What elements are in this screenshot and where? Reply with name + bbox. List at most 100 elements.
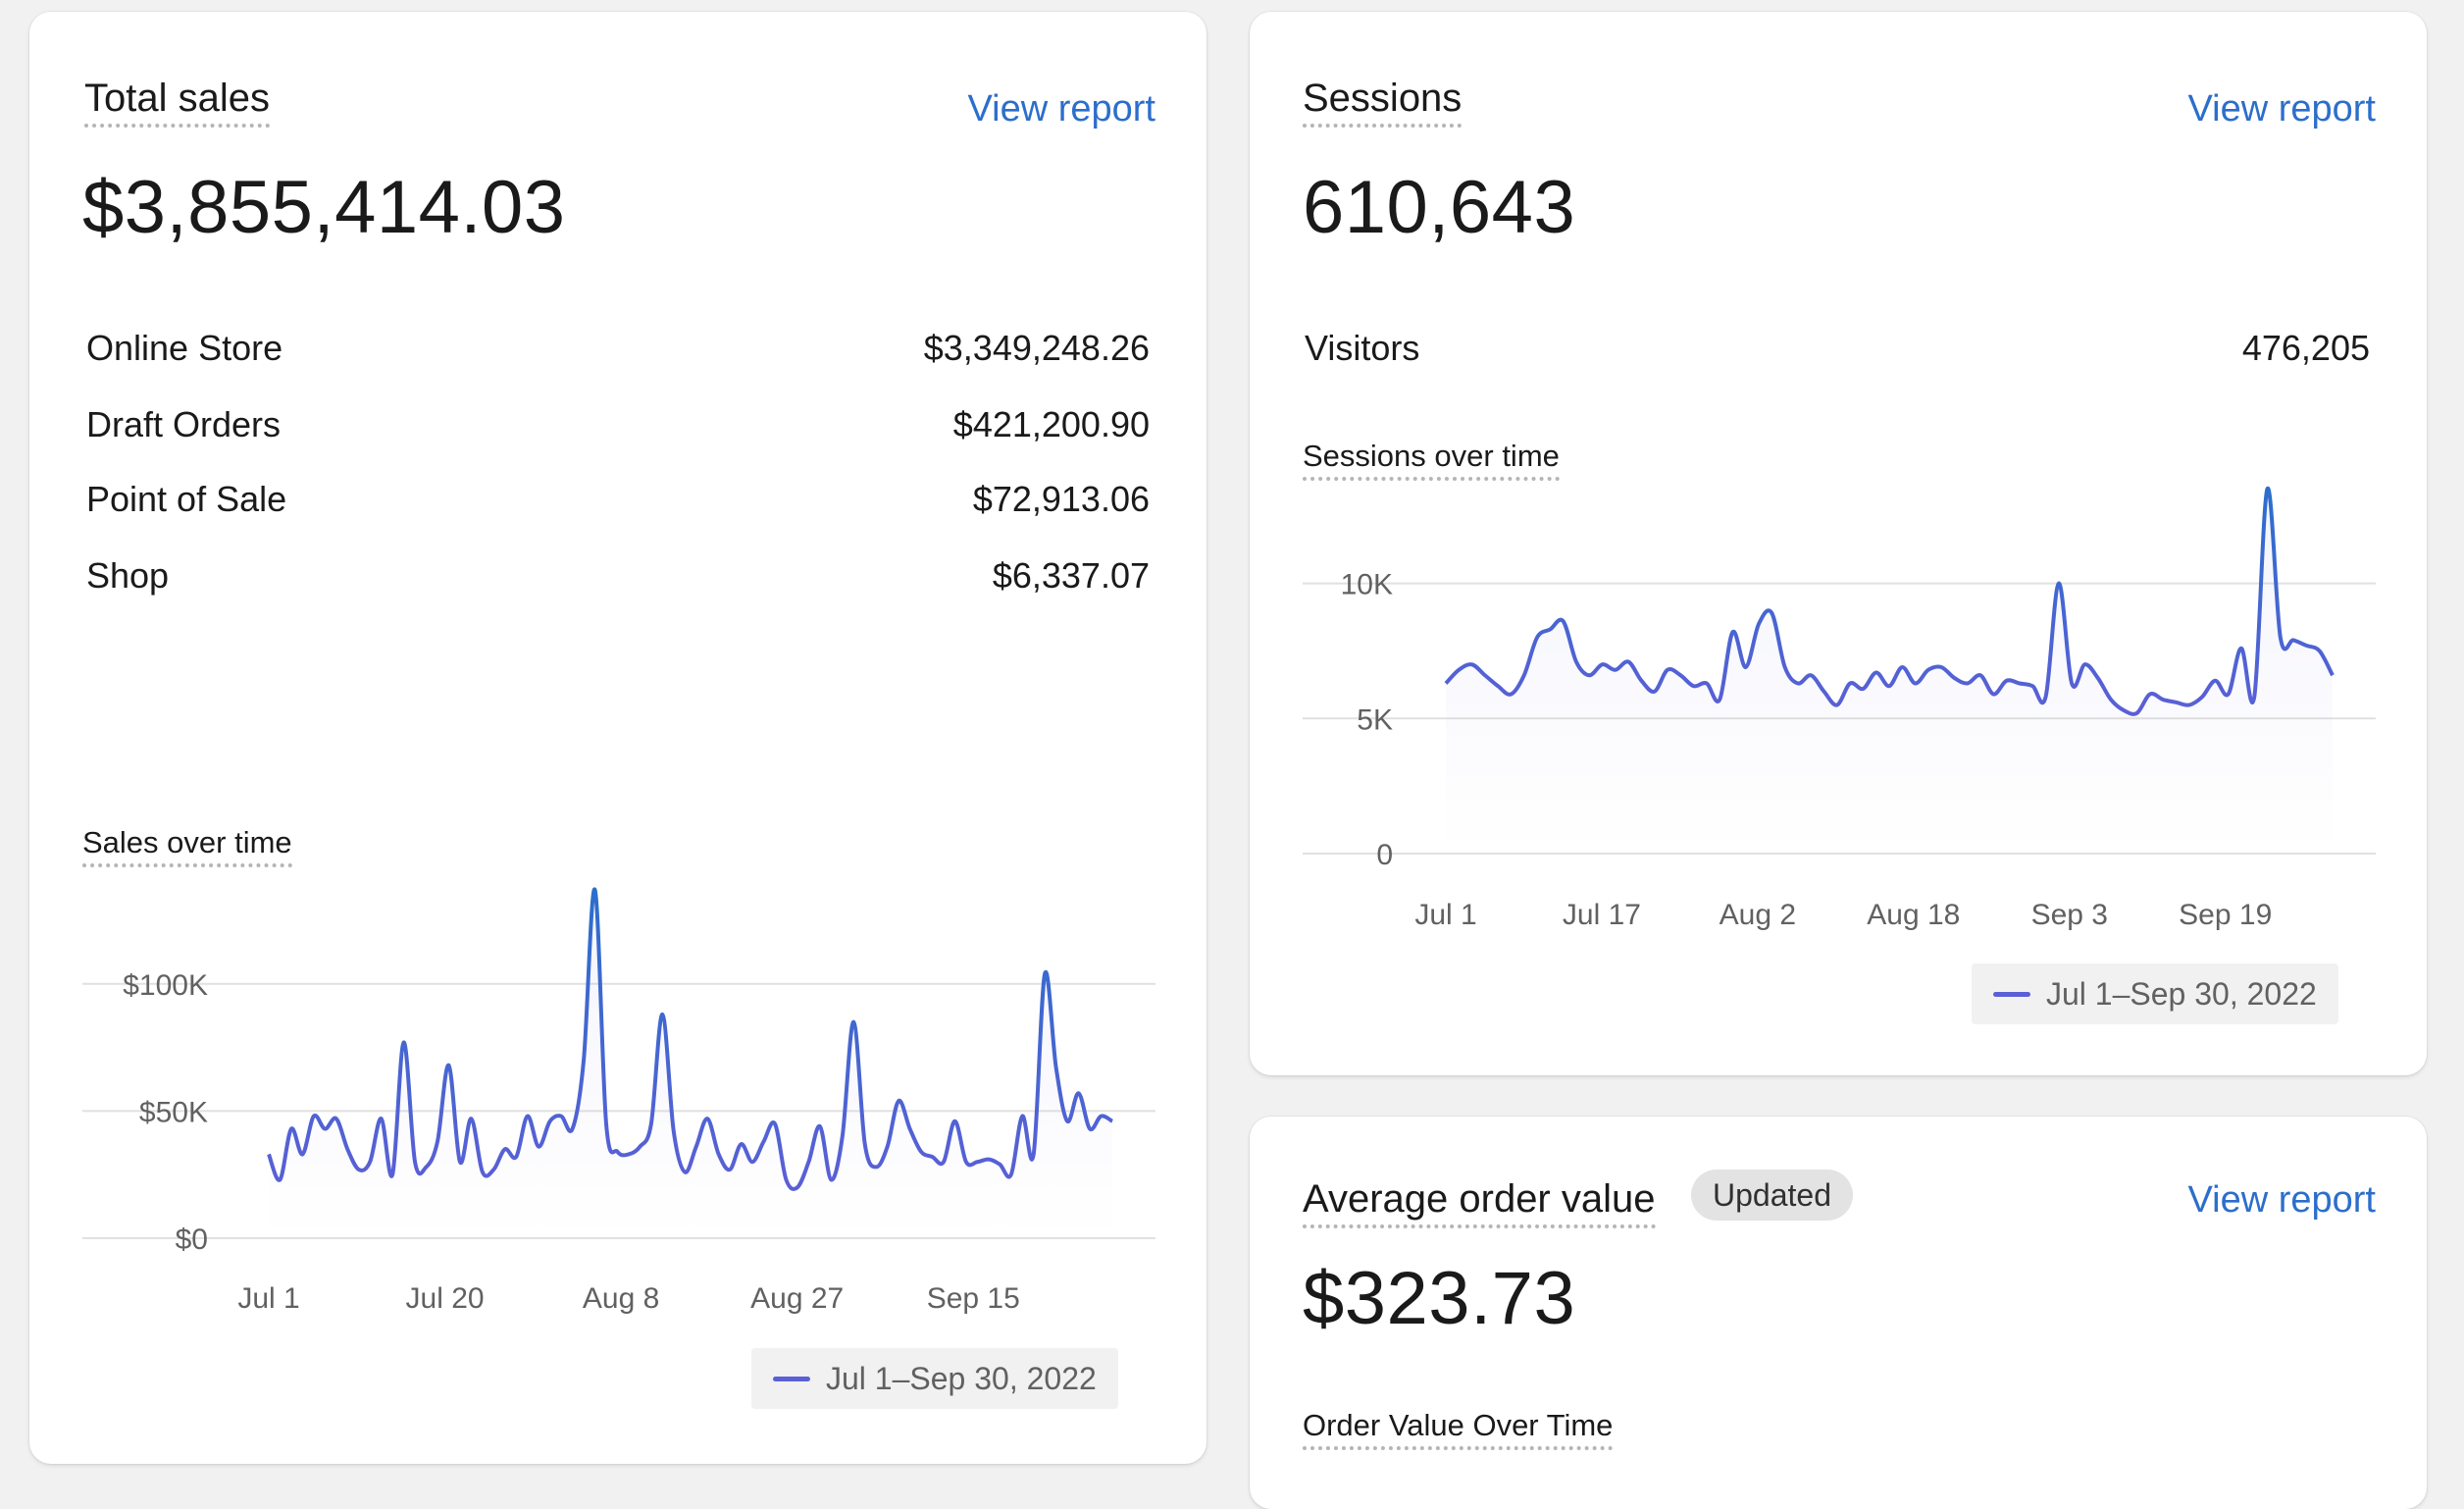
aov-value: $323.73 [1303,1257,1576,1340]
sales-chart-legend[interactable]: Jul 1–Sep 30, 2022 [751,1348,1118,1409]
sessions-title[interactable]: Sessions [1303,77,1463,128]
sessions-data-point [2045,697,2046,698]
sales-data-point [1101,1116,1102,1117]
sales-data-point [1078,1093,1079,1094]
sessions-data-point [1823,691,1824,692]
sales-x-tick-label: Aug 27 [750,1282,844,1315]
sales-row-value-draft-orders: $421,200.90 [952,404,1150,444]
sessions-data-point [2072,683,2073,684]
sessions-data-point [2110,699,2111,700]
sessions-data-point [1927,669,1928,670]
sessions-y-tick-label: 5K [1357,703,1393,736]
aov-view-report-link[interactable]: View report [2187,1179,2376,1221]
sessions-legend-label: Jul 1–Sep 30, 2022 [2046,975,2317,1012]
sessions-data-point [1954,677,1955,678]
sessions-data-point [1575,661,1576,662]
total-sales-card: Total sales View report $3,855,414.03 On… [29,12,1206,1464]
sessions-series-line[interactable] [1444,487,2335,716]
sales-area-fill [269,889,1112,1238]
sessions-data-point [2019,683,2020,684]
sessions-data-point [1498,686,1499,687]
sales-data-point [920,1151,921,1152]
sales-data-point [561,1116,562,1117]
sessions-data-point [2254,697,2255,698]
sessions-data-point [1459,669,1460,670]
sales-data-point [516,1156,517,1157]
sessions-data-point [1654,691,1655,692]
sales-data-point [1000,1164,1001,1165]
sales-data-point [325,1128,326,1129]
sales-data-point [583,1060,584,1061]
sessions-data-point [1732,632,1733,633]
sales-data-point [943,1162,944,1163]
sessions-data-point [2201,697,2202,698]
sales-data-point [358,1169,359,1170]
sales-data-point [640,1146,641,1147]
sessions-area-fill [1446,488,2333,854]
sales-row-label-online-store: Online Store [86,328,283,368]
sessions-data-point [1797,683,1798,684]
sessions-data-point [2058,583,2059,584]
sales-y-tick-label: $50K [139,1096,208,1128]
sessions-y-tick-label: 0 [1376,839,1393,871]
sessions-data-point [1758,623,1759,624]
sessions-data-point [2124,709,2125,710]
sales-data-point [605,1123,606,1124]
sales-data-point [459,1162,460,1163]
sessions-data-point [2032,686,2033,687]
aov-chart-title[interactable]: Order Value Over Time [1303,1408,1614,1451]
sales-data-point [650,1123,651,1124]
sessions-chart-title[interactable]: Sessions over time [1303,439,1560,482]
sales-row-label-shop: Shop [86,555,170,596]
sales-y-tick-label: $100K [123,969,208,1002]
sessions-data-point [2319,650,2320,651]
sessions-data-point [1641,680,1642,681]
sessions-data-point [1511,694,1512,695]
sessions-chart-legend[interactable]: Jul 1–Sep 30, 2022 [1972,963,2338,1024]
sales-row-value-online-store: $3,349,248.26 [923,328,1150,368]
sales-x-tick-label: Jul 20 [406,1282,485,1315]
sessions-data-point [2188,704,2189,705]
sales-data-point [504,1149,505,1150]
sessions-data-point [2228,694,2229,695]
sales-data-point [988,1159,989,1160]
sessions-data-point [1902,666,1903,667]
sales-data-point [414,1162,415,1163]
sessions-view-report-link[interactable]: View report [2187,88,2376,130]
sales-data-point [1033,1154,1034,1155]
sales-data-point [819,1125,820,1126]
sales-series-line[interactable] [267,887,1114,1191]
sessions-data-point [1550,629,1551,630]
sales-data-point [965,1162,966,1163]
sessions-x-tick-label: Aug 18 [1867,899,1960,931]
sales-data-point [1089,1128,1090,1129]
sales-x-tick-label: Sep 15 [927,1282,1020,1315]
aov-title[interactable]: Average order value [1303,1177,1656,1228]
sessions-data-point [1693,686,1694,687]
total-sales-title[interactable]: Total sales [84,77,270,128]
sales-data-point [741,1143,742,1144]
sessions-data-point [1915,683,1916,684]
sessions-data-point [1836,704,1837,705]
sales-x-tick-label: Jul 1 [237,1282,299,1315]
sales-data-point [527,1116,528,1117]
sales-chart-title[interactable]: Sales over time [82,825,292,868]
sessions-x-tick-label: Jul 1 [1414,899,1476,931]
sales-data-point [1010,1174,1011,1175]
sales-line-chart[interactable]: $0 $50K $100K Jul 1 Jul 20 Aug 8 Aug 27 Sep 15 [29,875,1206,1327]
sales-data-point [977,1162,978,1163]
sales-view-report-link[interactable]: View report [967,88,1155,130]
sales-row-value-shop: $6,337.07 [992,555,1150,596]
sessions-data-point [1784,666,1785,667]
sessions-data-point [1863,688,1864,689]
sales-row-label-point-of-sale: Point of Sale [86,479,287,519]
sales-data-point [628,1154,629,1155]
sales-data-point [1111,1120,1112,1121]
sessions-data-point [1745,666,1746,667]
sales-data-point [718,1154,719,1155]
sales-data-point [617,1151,618,1152]
sales-data-point [898,1100,899,1101]
sessions-line-chart[interactable]: 0 5K 10K Jul 1 Jul 17 Aug 2 Aug 18 Sep 3 Sep 19 [1250,487,2427,954]
sessions-data-point [1771,612,1772,613]
sales-data-point [909,1128,910,1129]
